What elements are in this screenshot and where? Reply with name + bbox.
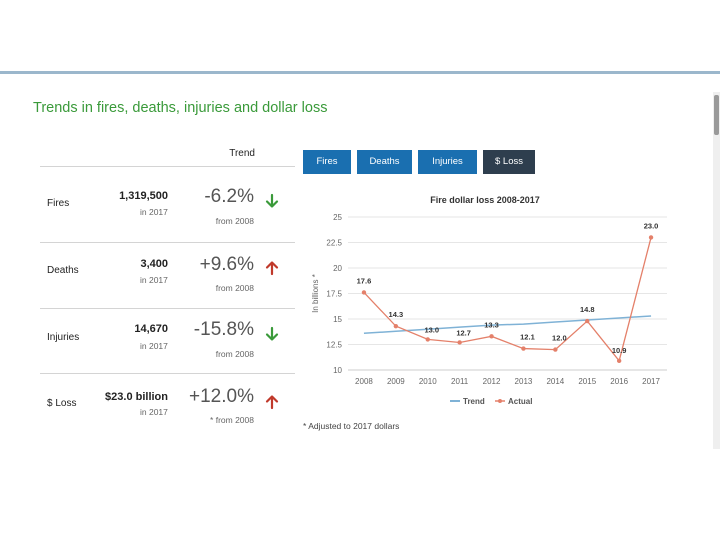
data-label-actual: 12.0: [552, 334, 567, 343]
data-point-actual: [489, 334, 494, 339]
stat-label-fires: Fires: [47, 198, 70, 209]
stats-divider: [40, 242, 295, 243]
chart-title: Fire dollar loss 2008-2017: [430, 195, 540, 205]
legend-label-actual: Actual: [508, 397, 532, 406]
x-tick-label: 2009: [387, 377, 405, 386]
arrow-down-icon: [265, 193, 279, 208]
stat-year-deaths: in 2017: [140, 275, 168, 285]
data-point-actual: [585, 318, 590, 324]
stats-divider: [40, 166, 295, 167]
data-point-actual: [361, 290, 367, 295]
y-tick-label: 17.5: [326, 290, 342, 299]
dollar-loss-chart: 10 12.5 15 17.5 20 22.5 25 2008 2009 2010 2011 2012…: [311, 213, 667, 406]
stat-from-deaths: from 2008: [215, 283, 254, 293]
x-tick-label: 2011: [451, 377, 469, 386]
trend-column-header: Trend: [229, 148, 255, 159]
data-point-actual: [457, 340, 462, 345]
stat-label-deaths: Deaths: [47, 265, 79, 276]
data-label-actual: 23.0: [644, 221, 659, 230]
tab-deaths[interactable]: Deaths: [357, 150, 412, 174]
stat-from-fires: from 2008: [215, 216, 254, 226]
arrow-up-icon: [265, 395, 279, 410]
legend-label-trend: Trend: [463, 397, 485, 406]
stat-value-deaths: 3,400: [140, 258, 168, 270]
data-label-actual: 14.8: [580, 305, 595, 314]
stat-value-loss: $23.0 billion: [105, 391, 168, 403]
y-tick-label: 12.5: [326, 341, 342, 350]
x-tick-label: 2010: [419, 377, 437, 386]
y-tick-label: 22.5: [326, 239, 342, 248]
data-label-actual: 10.9: [612, 346, 627, 355]
data-point-actual: [425, 337, 430, 342]
stat-label-loss: $ Loss: [47, 398, 77, 409]
stat-pct-deaths: +9.6%: [199, 254, 254, 275]
y-tick-label: 25: [333, 213, 342, 222]
series-line-actual: [363, 237, 652, 363]
y-tick-label: 10: [333, 366, 342, 375]
data-label-actual: 14.3: [389, 310, 404, 319]
arrow-down-icon: [265, 326, 279, 341]
tab-injuries[interactable]: Injuries: [418, 150, 477, 174]
stat-value-injuries: 14,670: [134, 323, 168, 335]
section-title: Trends in fires, deaths, injuries and do…: [33, 100, 328, 116]
y-axis-label: In billions *: [311, 274, 320, 313]
data-point-actual: [553, 347, 558, 352]
stat-year-injuries: in 2017: [140, 341, 168, 351]
x-tick-label: 2013: [515, 377, 533, 386]
stat-value-fires: 1,319,500: [119, 190, 168, 202]
top-divider: [0, 71, 720, 74]
data-point-actual: [648, 235, 654, 240]
x-tick-label: 2015: [578, 377, 596, 386]
stat-year-fires: in 2017: [140, 207, 168, 217]
stat-label-injuries: Injuries: [47, 332, 80, 343]
tab-dollar-loss[interactable]: $ Loss: [483, 150, 535, 174]
stat-pct-injuries: -15.8%: [193, 319, 254, 340]
x-tick-label: 2017: [642, 377, 660, 386]
y-tick-label: 20: [333, 264, 342, 273]
legend-marker-actual: [498, 399, 502, 403]
data-point-actual: [393, 323, 399, 329]
stat-from-injuries: from 2008: [215, 349, 254, 359]
stat-from-loss: * from 2008: [210, 415, 254, 425]
data-label-actual: 12.7: [456, 328, 471, 337]
stat-pct-fires: -6.2%: [204, 186, 254, 207]
x-tick-label: 2014: [546, 377, 564, 386]
data-point-actual: [616, 358, 622, 364]
x-tick-label: 2012: [483, 377, 501, 386]
y-tick-label: 15: [333, 315, 342, 324]
scrollbar-track[interactable]: [713, 92, 720, 449]
stat-pct-loss: +12.0%: [189, 386, 254, 407]
x-tick-label: 2008: [355, 377, 373, 386]
arrow-up-icon: [265, 261, 279, 276]
footnote: * Adjusted to 2017 dollars: [303, 421, 400, 431]
series-line-trend: [363, 315, 652, 335]
data-label-actual: 12.1: [520, 333, 535, 342]
data-point-actual: [521, 346, 526, 351]
data-label-actual: 17.6: [357, 276, 372, 285]
stat-year-loss: in 2017: [140, 407, 168, 417]
tab-fires[interactable]: Fires: [303, 150, 351, 174]
data-label-actual: 13.3: [484, 320, 499, 329]
scrollbar-thumb[interactable]: [714, 95, 719, 135]
stats-divider: [40, 373, 295, 374]
data-label-actual: 13.0: [424, 325, 439, 334]
stats-divider: [40, 308, 295, 309]
x-tick-label: 2016: [610, 377, 628, 386]
